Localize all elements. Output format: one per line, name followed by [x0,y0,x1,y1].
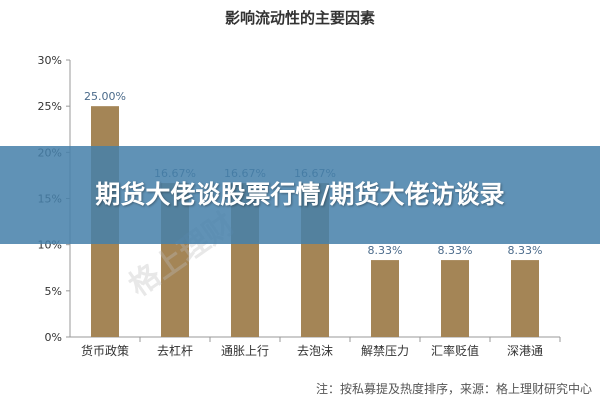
overlay-banner[interactable]: 期货大佬谈股票行情/期货大佬访谈录 [0,146,600,244]
bar [371,260,399,337]
x-tick-label: 货币政策 [81,343,129,358]
y-tick-label: 25% [38,100,62,113]
banner-title[interactable]: 期货大佬谈股票行情/期货大佬访谈录 [95,180,505,209]
x-tick-label: 深港通 [507,344,543,358]
data-label: 8.33% [368,244,403,257]
x-tick-label: 汇率贬值 [431,343,479,358]
x-tick-label: 通胀上行 [221,344,269,358]
y-tick-label: 5% [45,285,62,298]
x-tick-label: 去杠杆 [157,343,193,358]
data-label: 8.33% [438,244,473,257]
chart-title: 影响流动性的主要因素 [224,9,375,27]
y-tick-label: 30% [38,54,62,67]
y-tick-label: 0% [45,331,62,344]
source-note: 注：按私募提及热度排序，来源：格上理财研究中心 [315,382,592,396]
bar [441,260,469,337]
x-tick-label: 解禁压力 [361,344,409,358]
bar [511,260,539,337]
x-tick-label: 去泡沫 [297,344,333,358]
data-label: 25.00% [84,90,126,103]
data-label: 8.33% [508,244,543,257]
